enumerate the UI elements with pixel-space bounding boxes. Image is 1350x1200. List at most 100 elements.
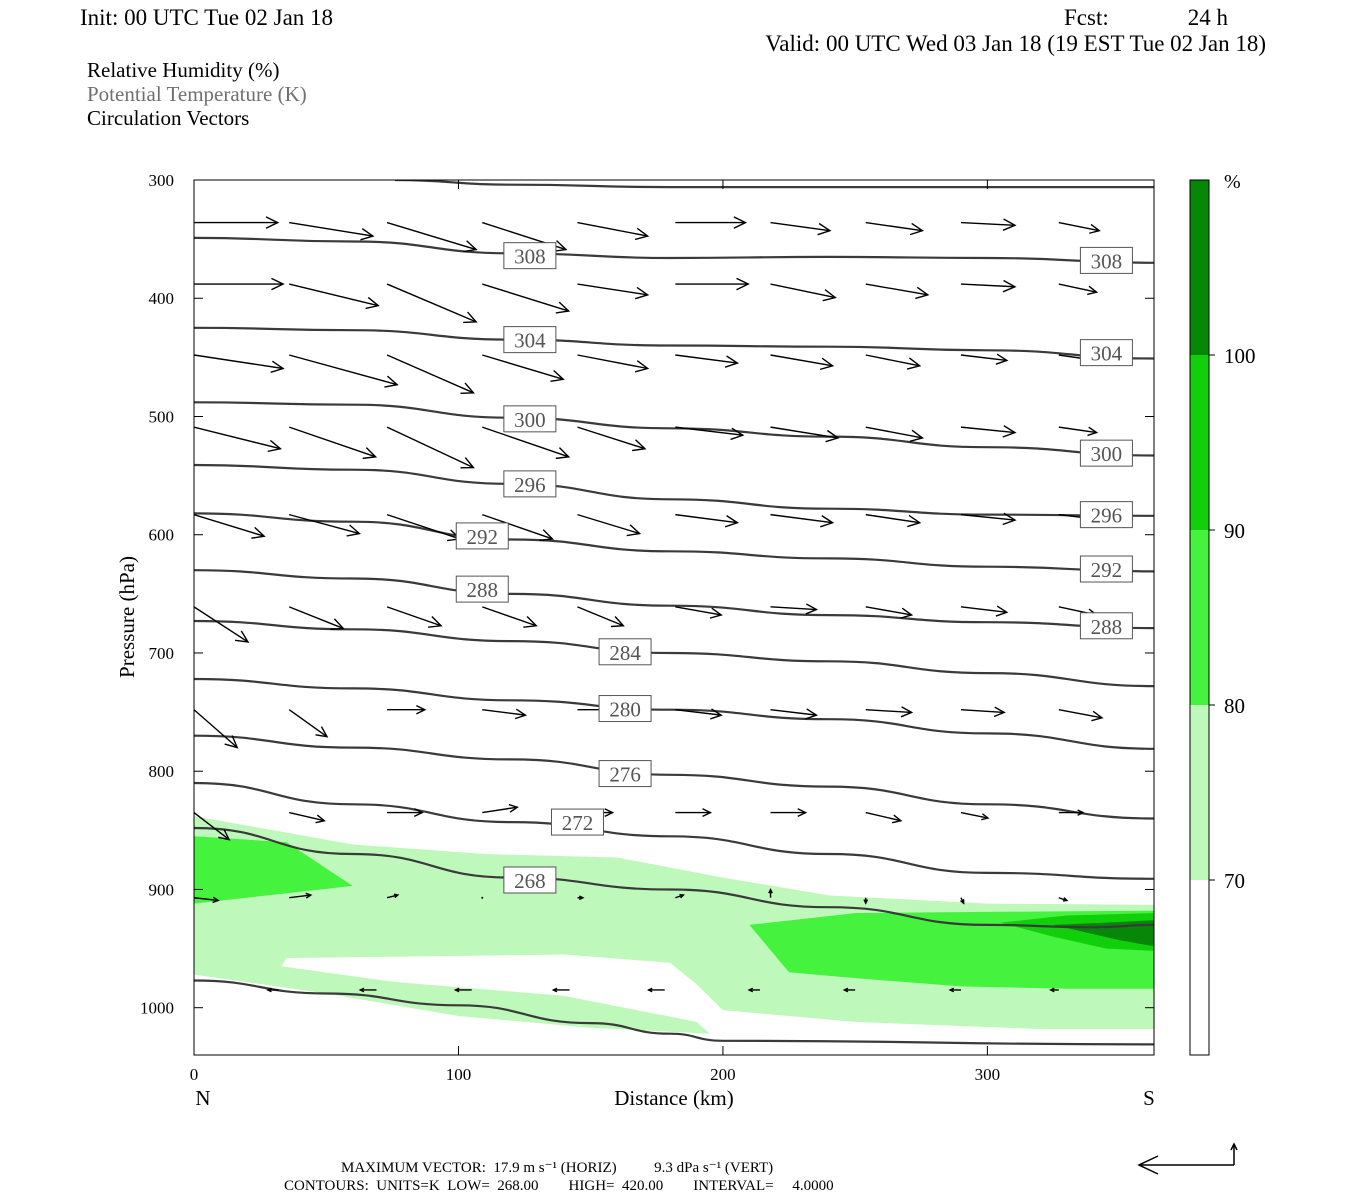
theta-contour-304 [194,326,1154,360]
x-tick-label: 200 [710,1065,736,1084]
circulation-vector [482,708,528,720]
vector-shaft [865,811,901,822]
theta-label-272: 272 [562,811,594,835]
vector-dot [481,896,484,899]
vector-head [909,222,925,236]
circulation-vector [675,216,748,229]
theta-label-308: 308 [514,245,546,269]
circulation-vector [577,606,625,628]
circulation-vector [865,221,925,236]
vector-shaft [482,513,553,540]
circulation-vector [386,513,462,542]
theta-contour-268 [194,826,1154,929]
field-theta-label: Potential Temperature (K) [87,82,307,106]
circulation-vector [865,811,903,824]
circulation-vector [577,513,642,537]
vector-head [900,706,914,718]
vector-head [267,439,282,453]
colorbar-label: 70 [1224,869,1245,893]
vector-head [1002,512,1017,526]
vector-head [822,289,837,302]
vector-shaft [865,426,923,439]
circulation-vector [577,221,650,241]
theta-label-300: 300 [1091,442,1123,466]
vector-shaft [386,513,461,540]
vector-shaft [675,709,722,716]
vector-shaft [194,812,230,841]
vector-head [736,277,750,291]
circulation-vector [770,221,832,236]
theta-label-276: 276 [609,763,641,787]
vector-shaft [865,354,920,367]
colorbar-segment [1190,355,1209,530]
vector-shaft [482,283,569,312]
circulation-vector [482,354,565,383]
vector-shaft [482,709,526,716]
colorbar-label: 80 [1224,694,1245,718]
vector-shaft [577,354,648,370]
theta-label-304: 304 [1091,342,1123,366]
vector-head [552,240,568,253]
vector-shaft [865,606,912,616]
x-axis-title: Distance (km) [614,1086,734,1110]
circulation-vector [1049,987,1059,993]
vector-head [271,277,285,291]
circulation-vector [960,279,1017,293]
circulation-vector [194,216,280,229]
vector-head [235,630,250,643]
circulation-vector [194,812,231,841]
circulation-vector [863,897,869,905]
circulation-vector [289,513,361,537]
circulation-vector [577,283,650,300]
circulation-vector [386,426,475,469]
vector-head [514,708,528,720]
vector-shaft [289,811,325,822]
vector-shaft [1058,426,1097,434]
vector-shaft [1058,283,1097,293]
theta-label-box-308 [1079,246,1133,274]
y-tick-label: 600 [149,526,175,545]
circulation-vector [865,354,922,370]
circulation-vector [289,892,313,899]
circulation-vector [358,987,377,993]
circulation-vector [960,897,965,905]
vector-head [702,808,713,818]
x-end-label-north: N [195,1086,210,1110]
vector-shaft [577,606,624,627]
vector-shaft [194,354,284,370]
vector-head [305,892,313,899]
vector-head [358,987,365,993]
vector-head [863,899,869,905]
vector-head [679,893,685,899]
vector-head [604,808,615,818]
vector-shaft [675,606,722,616]
vector-shaft [577,283,648,296]
vector-head [224,735,239,749]
circulation-vector [194,354,285,374]
vector-head [346,524,361,537]
vector-shaft [577,426,646,450]
circulation-vector [747,987,760,993]
vector-shaft [386,221,477,251]
circulation-vector [770,808,808,818]
vector-shaft [770,354,833,367]
circulation-vector [865,283,930,300]
vector-head [710,708,723,720]
circulation-vector [551,987,570,993]
theta-contour-284 [194,619,1154,688]
theta-contour-292 [194,512,1154,573]
vector-head [251,526,266,539]
rh-shading-layer [194,816,1154,1034]
circulation-vector [960,353,1009,365]
vector-head [453,987,460,993]
circulation-vector [266,987,279,993]
circulation-vector [675,808,713,818]
vector-head [820,515,835,528]
colorbar-label: 100 [1224,344,1256,368]
theta-label-280: 280 [609,698,641,722]
circulation-vector [289,283,380,310]
circulation-vector [865,513,922,528]
axis-layer: 300 400 500 600 700 800 900 1000 0 100 200 300 [140,171,1154,1084]
vector-head [646,987,653,993]
vector-head [906,357,922,370]
